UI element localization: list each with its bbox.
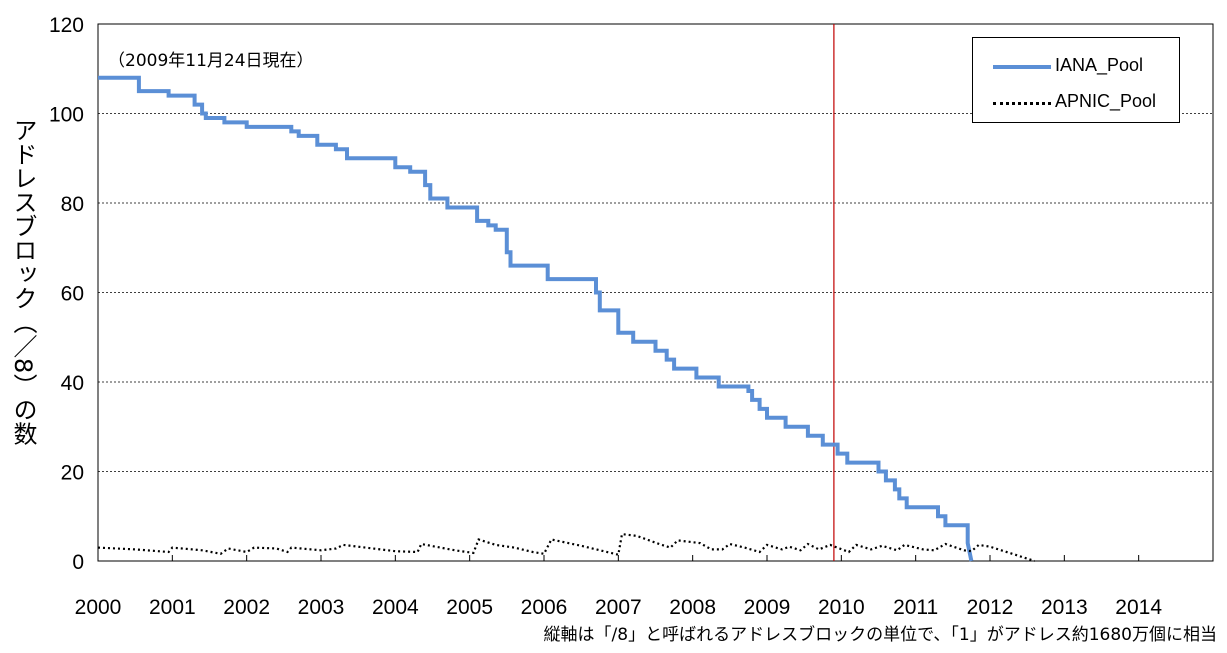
date-annotation: （2009年11月24日現在） [108,51,314,71]
y-tick-label-80: 80 [61,193,84,216]
axes [97,23,1214,562]
y-tick-label-100: 100 [49,104,84,127]
y-tick-label-120: 120 [49,14,84,37]
x-tick-label-2009: 2009 [744,596,791,619]
legend-item-apnic: APNIC_Pool [973,88,1179,118]
legend-swatch-apnic [993,102,1051,105]
y-axis-label-wrap: アドレスブロック（／8）の数 [6,118,46,445]
legend: IANA_Pool APNIC_Pool [972,37,1180,123]
x-tick-label-2013: 2013 [1041,596,1088,619]
y-tick-label-0: 0 [72,551,84,574]
x-tick-label-2014: 2014 [1115,596,1162,619]
x-tick-label-2003: 2003 [298,596,345,619]
x-tick-label-2012: 2012 [967,596,1014,619]
series-line-iana-pool [98,75,974,562]
legend-label-apnic: APNIC_Pool [1055,91,1157,111]
x-tick-labels: 2000 2001 2002 2003 2004 2005 2006 2007 2008 2009… [75,596,1163,619]
x-tick-label-2005: 2005 [446,596,493,619]
y-tick-label-40: 40 [61,372,84,395]
y-axis-label: アドレスブロック（／8）の数 [9,118,37,446]
legend-item-iana: IANA_Pool [973,52,1179,82]
x-tick-label-2004: 2004 [372,596,419,619]
x-tick-label-2010: 2010 [818,596,865,619]
y-tick-label-20: 20 [61,462,84,485]
legend-label-iana: IANA_Pool [1055,55,1144,75]
x-tick-label-2008: 2008 [669,596,716,619]
x-tick-label-2011: 2011 [893,596,938,619]
series-line-apnic-pool [97,532,1035,563]
y-tick-labels: 0 20 40 60 80 100 120 [49,14,84,574]
series-layer [97,75,1035,563]
x-tick-label-2001: 2001 [149,596,196,619]
x-tick-label-2002: 2002 [223,596,270,619]
y-tick-label-60: 60 [61,283,84,306]
x-tick-label-2000: 2000 [75,596,122,619]
legend-swatch-iana [993,65,1051,69]
x-tick-label-2007: 2007 [595,596,642,619]
plot-frame [97,23,1214,562]
x-tick-label-2006: 2006 [521,596,568,619]
footnote: 縦軸は「/8」と呼ばれるアドレスブロックの単位で、「1」がアドレス約1680万個… [543,625,1217,645]
